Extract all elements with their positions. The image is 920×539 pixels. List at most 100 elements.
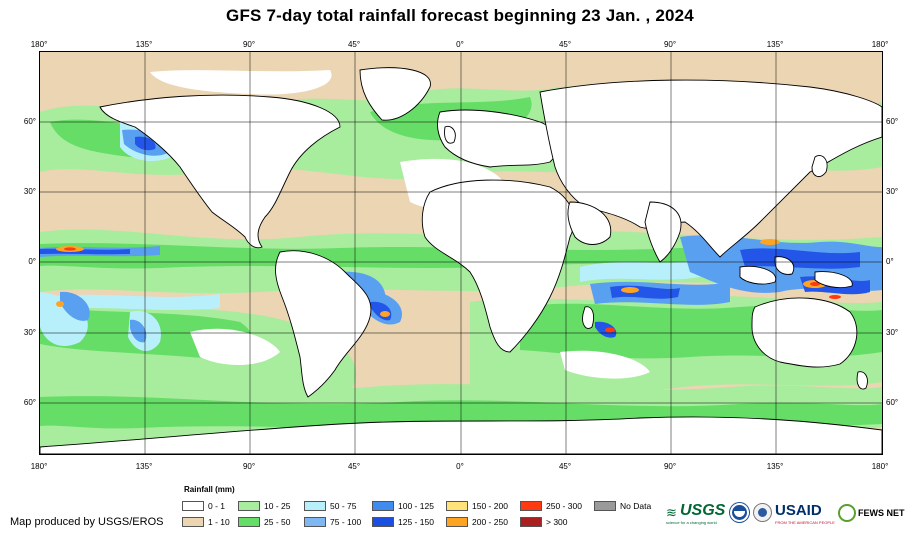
fews-net-wordmark: FEWS NET [858,508,905,518]
lon-tick-top-4: 45° [347,40,361,49]
rainfall-map [39,51,883,455]
legend-item-10-25: 10 - 25 [238,501,298,512]
legend-item-200-250: 200 - 250 [446,517,516,528]
legend-swatch [238,517,260,527]
europe-landmass [437,109,560,168]
lat-tick-left-3: 0° [28,257,36,266]
legend-label: 200 - 250 [472,517,508,527]
uk-islands [444,125,456,144]
lat-tick-left-5: 60° [23,398,36,407]
africa-landmass [421,179,575,353]
lat-tick-right-3: 0° [886,257,894,266]
legend-swatch [520,501,542,511]
legend-label: > 300 [546,517,568,527]
lon-tick-top-1: 180° [30,40,48,49]
legend-label: No Data [620,501,652,511]
legend-item-50-75: 50 - 75 [304,501,364,512]
india-landmass [644,201,682,263]
legend-label: 150 - 200 [472,501,508,511]
australia-landmass [751,297,858,368]
lon-tick-top-8: 135° [766,40,784,49]
legend-item-0-1: 0 - 1 [182,501,242,512]
usgs-tagline: science for a changing world [666,520,717,525]
indonesia-islands [739,265,777,285]
legend-swatch [372,501,394,511]
map-canvas [40,52,882,454]
legend-item-over-300: > 300 [520,517,590,528]
graticule [40,52,882,454]
lat-tick-left-4: 30° [23,328,36,337]
lon-tick-top-9: 180° [871,40,889,49]
legend-swatch [446,517,468,527]
legend-label: 250 - 300 [546,501,582,511]
credit-text: Map produced by USGS/EROS [10,516,164,528]
legend-item-100-125: 100 - 125 [372,501,442,512]
lon-tick-bottom-3: 90° [242,462,256,471]
lon-tick-bottom-2: 135° [135,462,153,471]
usaid-wordmark: USAID [775,502,822,519]
lon-tick-bottom-7: 90° [663,462,677,471]
legend-item-250-300: 250 - 300 [520,501,590,512]
greenland-landmass [359,67,431,121]
lat-tick-right-4: 30° [886,328,899,337]
usaid-logo: USAID FROM THE AMERICAN PEOPLE [775,502,835,526]
lat-tick-right-1: 60° [886,117,899,126]
lon-tick-top-6: 45° [558,40,572,49]
lon-tick-bottom-8: 135° [766,462,784,471]
fews-leaf-icon [838,504,856,522]
legend-swatch [446,501,468,511]
noaa-seal-icon [730,503,749,522]
lat-tick-left-1: 60° [23,117,36,126]
legend-label: 100 - 125 [398,501,434,511]
legend-label: 25 - 50 [264,517,291,527]
legend-label: 10 - 25 [264,501,291,511]
lat-tick-left-2: 30° [23,187,36,196]
lon-tick-top-7: 90° [663,40,677,49]
lon-tick-bottom-6: 45° [558,462,572,471]
lon-tick-bottom-5: 0° [456,462,464,471]
rain-heavy-hotspots [56,239,841,333]
legend-swatch [238,501,260,511]
lat-tick-right-5: 60° [886,398,899,407]
usgs-wordmark: USGS [680,502,726,519]
lon-tick-top-5: 0° [456,40,464,49]
legend-label: 0 - 1 [208,501,226,511]
japan-islands [811,155,828,178]
legend-label: 125 - 150 [398,517,434,527]
legend-swatch [520,517,542,527]
legend-item-150-200: 150 - 200 [446,501,516,512]
south-america-landmass [275,250,372,398]
map-title: GFS 7-day total rainfall forecast beginn… [226,6,694,25]
lon-tick-bottom-4: 45° [347,462,361,471]
legend-title: Rainfall (mm) [184,485,235,494]
legend-item-1-10: 1 - 10 [182,517,242,528]
legend-item-75-100: 75 - 100 [304,517,368,528]
usgs-wave-icon: ≋ [666,505,677,520]
madagascar-island [582,306,595,329]
legend-swatch [594,501,616,511]
legend-swatch [372,517,394,527]
lon-tick-top-2: 135° [135,40,153,49]
lat-tick-right-2: 30° [886,187,899,196]
legend-swatch [182,501,204,511]
legend-label: 1 - 10 [208,517,230,527]
new-zealand-islands [856,371,868,390]
legend-swatch [182,517,204,527]
legend-label: 75 - 100 [330,517,362,527]
continents [40,67,882,454]
usda-seal-icon [753,503,772,522]
legend-item-125-150: 125 - 150 [372,517,442,528]
usgs-logo: ≋ USGS science for a changing world [666,502,726,526]
north-america-landmass [99,94,341,249]
lon-tick-bottom-9: 180° [871,462,889,471]
lon-tick-top-3: 90° [242,40,256,49]
legend-swatch [304,517,326,527]
lon-tick-bottom-1: 180° [30,462,48,471]
legend-item-25-50: 25 - 50 [238,517,298,528]
legend-label: 50 - 75 [330,501,357,511]
fews-net-logo: FEWS NET [838,504,918,526]
legend-item-no-data: No Data [594,501,664,512]
new-guinea-island [814,271,853,289]
arabia-landmass [567,201,612,245]
usaid-tagline: FROM THE AMERICAN PEOPLE [775,520,835,525]
